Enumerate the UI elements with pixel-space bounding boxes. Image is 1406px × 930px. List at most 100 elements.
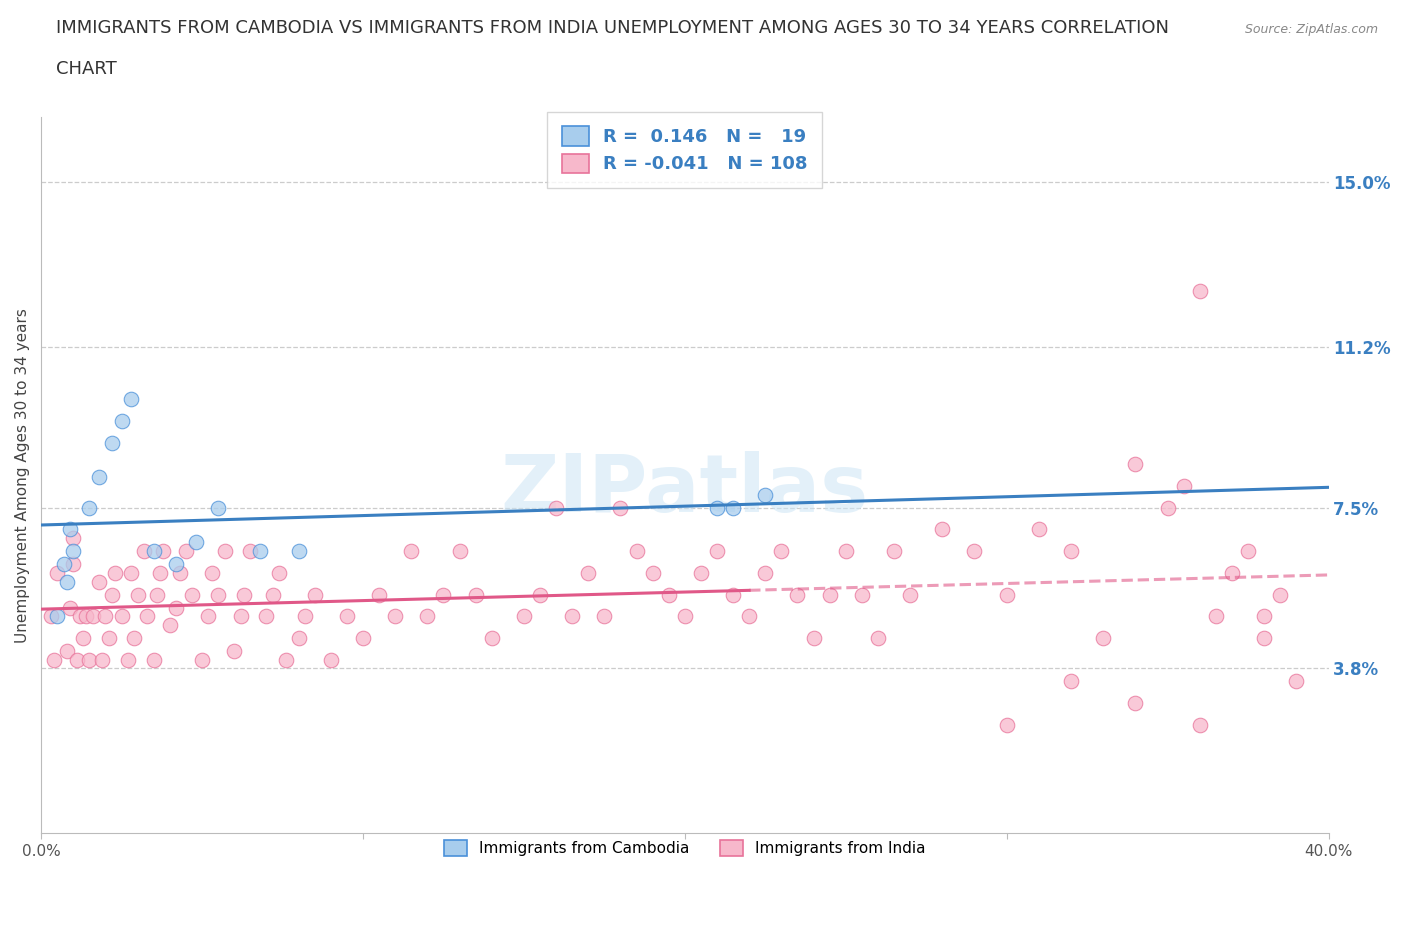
Point xyxy=(1188,717,1211,732)
Point xyxy=(690,565,713,580)
Point xyxy=(56,644,79,658)
Point xyxy=(1125,457,1147,472)
Point xyxy=(1060,544,1083,559)
Point xyxy=(52,557,75,572)
Point xyxy=(641,565,664,580)
Point xyxy=(214,544,236,559)
Point xyxy=(658,587,681,602)
Point xyxy=(721,500,744,515)
Point xyxy=(898,587,921,602)
Point xyxy=(87,470,110,485)
Point xyxy=(1173,479,1195,494)
Point xyxy=(1205,609,1227,624)
Point xyxy=(142,652,165,667)
Point xyxy=(1188,284,1211,299)
Point xyxy=(101,435,124,450)
Point xyxy=(110,414,132,429)
Point xyxy=(120,392,142,406)
Point xyxy=(835,544,858,559)
Point xyxy=(513,609,536,624)
Point xyxy=(82,609,104,624)
Point xyxy=(46,609,69,624)
Point xyxy=(1220,565,1243,580)
Point xyxy=(721,587,744,602)
Point xyxy=(79,652,101,667)
Point xyxy=(262,587,284,602)
Point xyxy=(1092,631,1115,645)
Point xyxy=(207,587,229,602)
Point xyxy=(304,587,326,602)
Point xyxy=(110,609,132,624)
Point xyxy=(786,587,808,602)
Point xyxy=(1237,544,1260,559)
Point xyxy=(529,587,551,602)
Point xyxy=(287,631,309,645)
Point xyxy=(384,609,406,624)
Point xyxy=(803,631,825,645)
Point xyxy=(883,544,905,559)
Point xyxy=(62,544,84,559)
Point xyxy=(626,544,648,559)
Text: Source: ZipAtlas.com: Source: ZipAtlas.com xyxy=(1244,23,1378,36)
Point xyxy=(72,631,94,645)
Point xyxy=(69,609,91,624)
Point xyxy=(191,652,214,667)
Point xyxy=(224,644,246,658)
Point xyxy=(1270,587,1292,602)
Point xyxy=(368,587,391,602)
Point xyxy=(464,587,486,602)
Point xyxy=(39,609,62,624)
Point xyxy=(352,631,374,645)
Point xyxy=(59,522,82,537)
Point xyxy=(609,500,631,515)
Point xyxy=(165,600,187,615)
Point xyxy=(149,565,172,580)
Point xyxy=(201,565,224,580)
Point xyxy=(706,544,728,559)
Point xyxy=(576,565,599,580)
Point xyxy=(1060,674,1083,689)
Point xyxy=(174,544,197,559)
Point xyxy=(207,500,229,515)
Point xyxy=(593,609,616,624)
Point xyxy=(1253,631,1275,645)
Point xyxy=(59,600,82,615)
Point xyxy=(995,587,1018,602)
Point xyxy=(1253,609,1275,624)
Point xyxy=(336,609,359,624)
Point xyxy=(120,565,142,580)
Point xyxy=(65,652,87,667)
Point xyxy=(544,500,567,515)
Point xyxy=(673,609,696,624)
Point xyxy=(1028,522,1050,537)
Point xyxy=(142,544,165,559)
Text: CHART: CHART xyxy=(56,60,117,78)
Point xyxy=(136,609,159,624)
Point xyxy=(184,535,207,550)
Point xyxy=(851,587,873,602)
Point xyxy=(91,652,114,667)
Point xyxy=(995,717,1018,732)
Point xyxy=(449,544,471,559)
Point xyxy=(738,609,761,624)
Point xyxy=(866,631,889,645)
Point xyxy=(101,587,124,602)
Point xyxy=(399,544,422,559)
Legend: Immigrants from Cambodia, Immigrants from India: Immigrants from Cambodia, Immigrants fro… xyxy=(432,828,938,869)
Point xyxy=(416,609,439,624)
Point xyxy=(104,565,127,580)
Point xyxy=(159,618,181,632)
Point xyxy=(97,631,120,645)
Point xyxy=(770,544,793,559)
Point xyxy=(294,609,316,624)
Point xyxy=(62,531,84,546)
Point xyxy=(229,609,252,624)
Y-axis label: Unemployment Among Ages 30 to 34 years: Unemployment Among Ages 30 to 34 years xyxy=(15,308,30,643)
Point xyxy=(1125,696,1147,711)
Point xyxy=(274,652,297,667)
Point xyxy=(249,544,271,559)
Point xyxy=(319,652,342,667)
Point xyxy=(931,522,953,537)
Point xyxy=(269,565,291,580)
Point xyxy=(232,587,254,602)
